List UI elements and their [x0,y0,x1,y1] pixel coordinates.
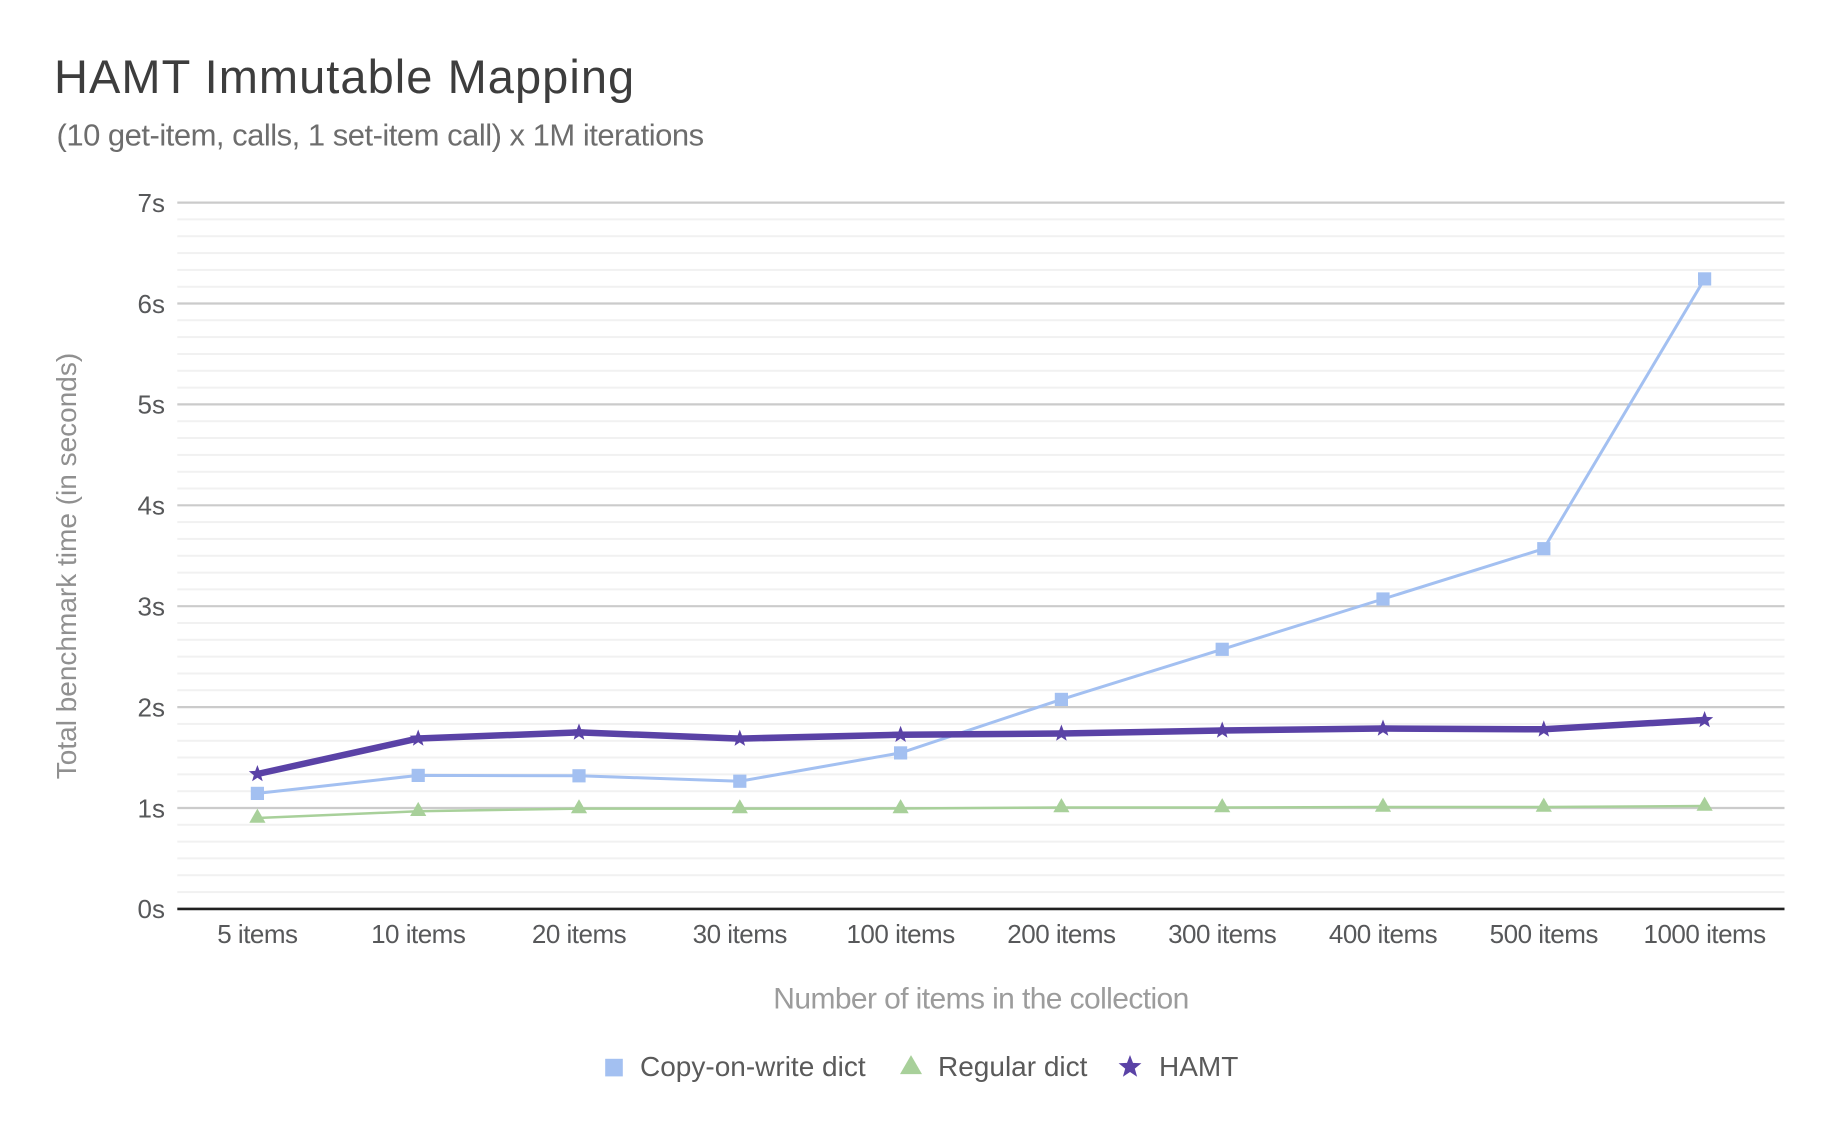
svg-text:6s: 6s [138,289,165,319]
svg-text:Number of items in the collect: Number of items in the collection [773,982,1188,1015]
svg-text:4s: 4s [138,491,165,521]
svg-text:100 items: 100 items [846,919,955,949]
svg-text:5s: 5s [138,390,165,420]
svg-text:(10 get-item, calls, 1 set-ite: (10 get-item, calls, 1 set-item call) x … [57,118,704,153]
svg-text:1s: 1s [138,793,165,823]
svg-text:500 items: 500 items [1490,919,1599,949]
svg-text:Total benchmark time (in secon: Total benchmark time (in seconds) [51,353,82,779]
svg-text:200 items: 200 items [1007,919,1116,949]
svg-text:3s: 3s [138,592,165,622]
svg-text:300 items: 300 items [1168,919,1277,949]
svg-text:Copy-on-write dict: Copy-on-write dict [640,1051,866,1082]
svg-text:1000 items: 1000 items [1644,919,1767,949]
svg-text:5 items: 5 items [217,919,298,949]
svg-text:HAMT: HAMT [1159,1051,1238,1082]
svg-text:400 items: 400 items [1329,919,1438,949]
svg-text:HAMT Immutable Mapping: HAMT Immutable Mapping [54,50,635,103]
svg-text:2s: 2s [138,692,165,722]
svg-text:30 items: 30 items [693,919,788,949]
svg-text:10 items: 10 items [371,919,466,949]
svg-text:20 items: 20 items [532,919,627,949]
svg-text:Regular dict: Regular dict [938,1051,1088,1082]
svg-text:0s: 0s [138,894,165,924]
svg-text:7s: 7s [138,188,165,218]
